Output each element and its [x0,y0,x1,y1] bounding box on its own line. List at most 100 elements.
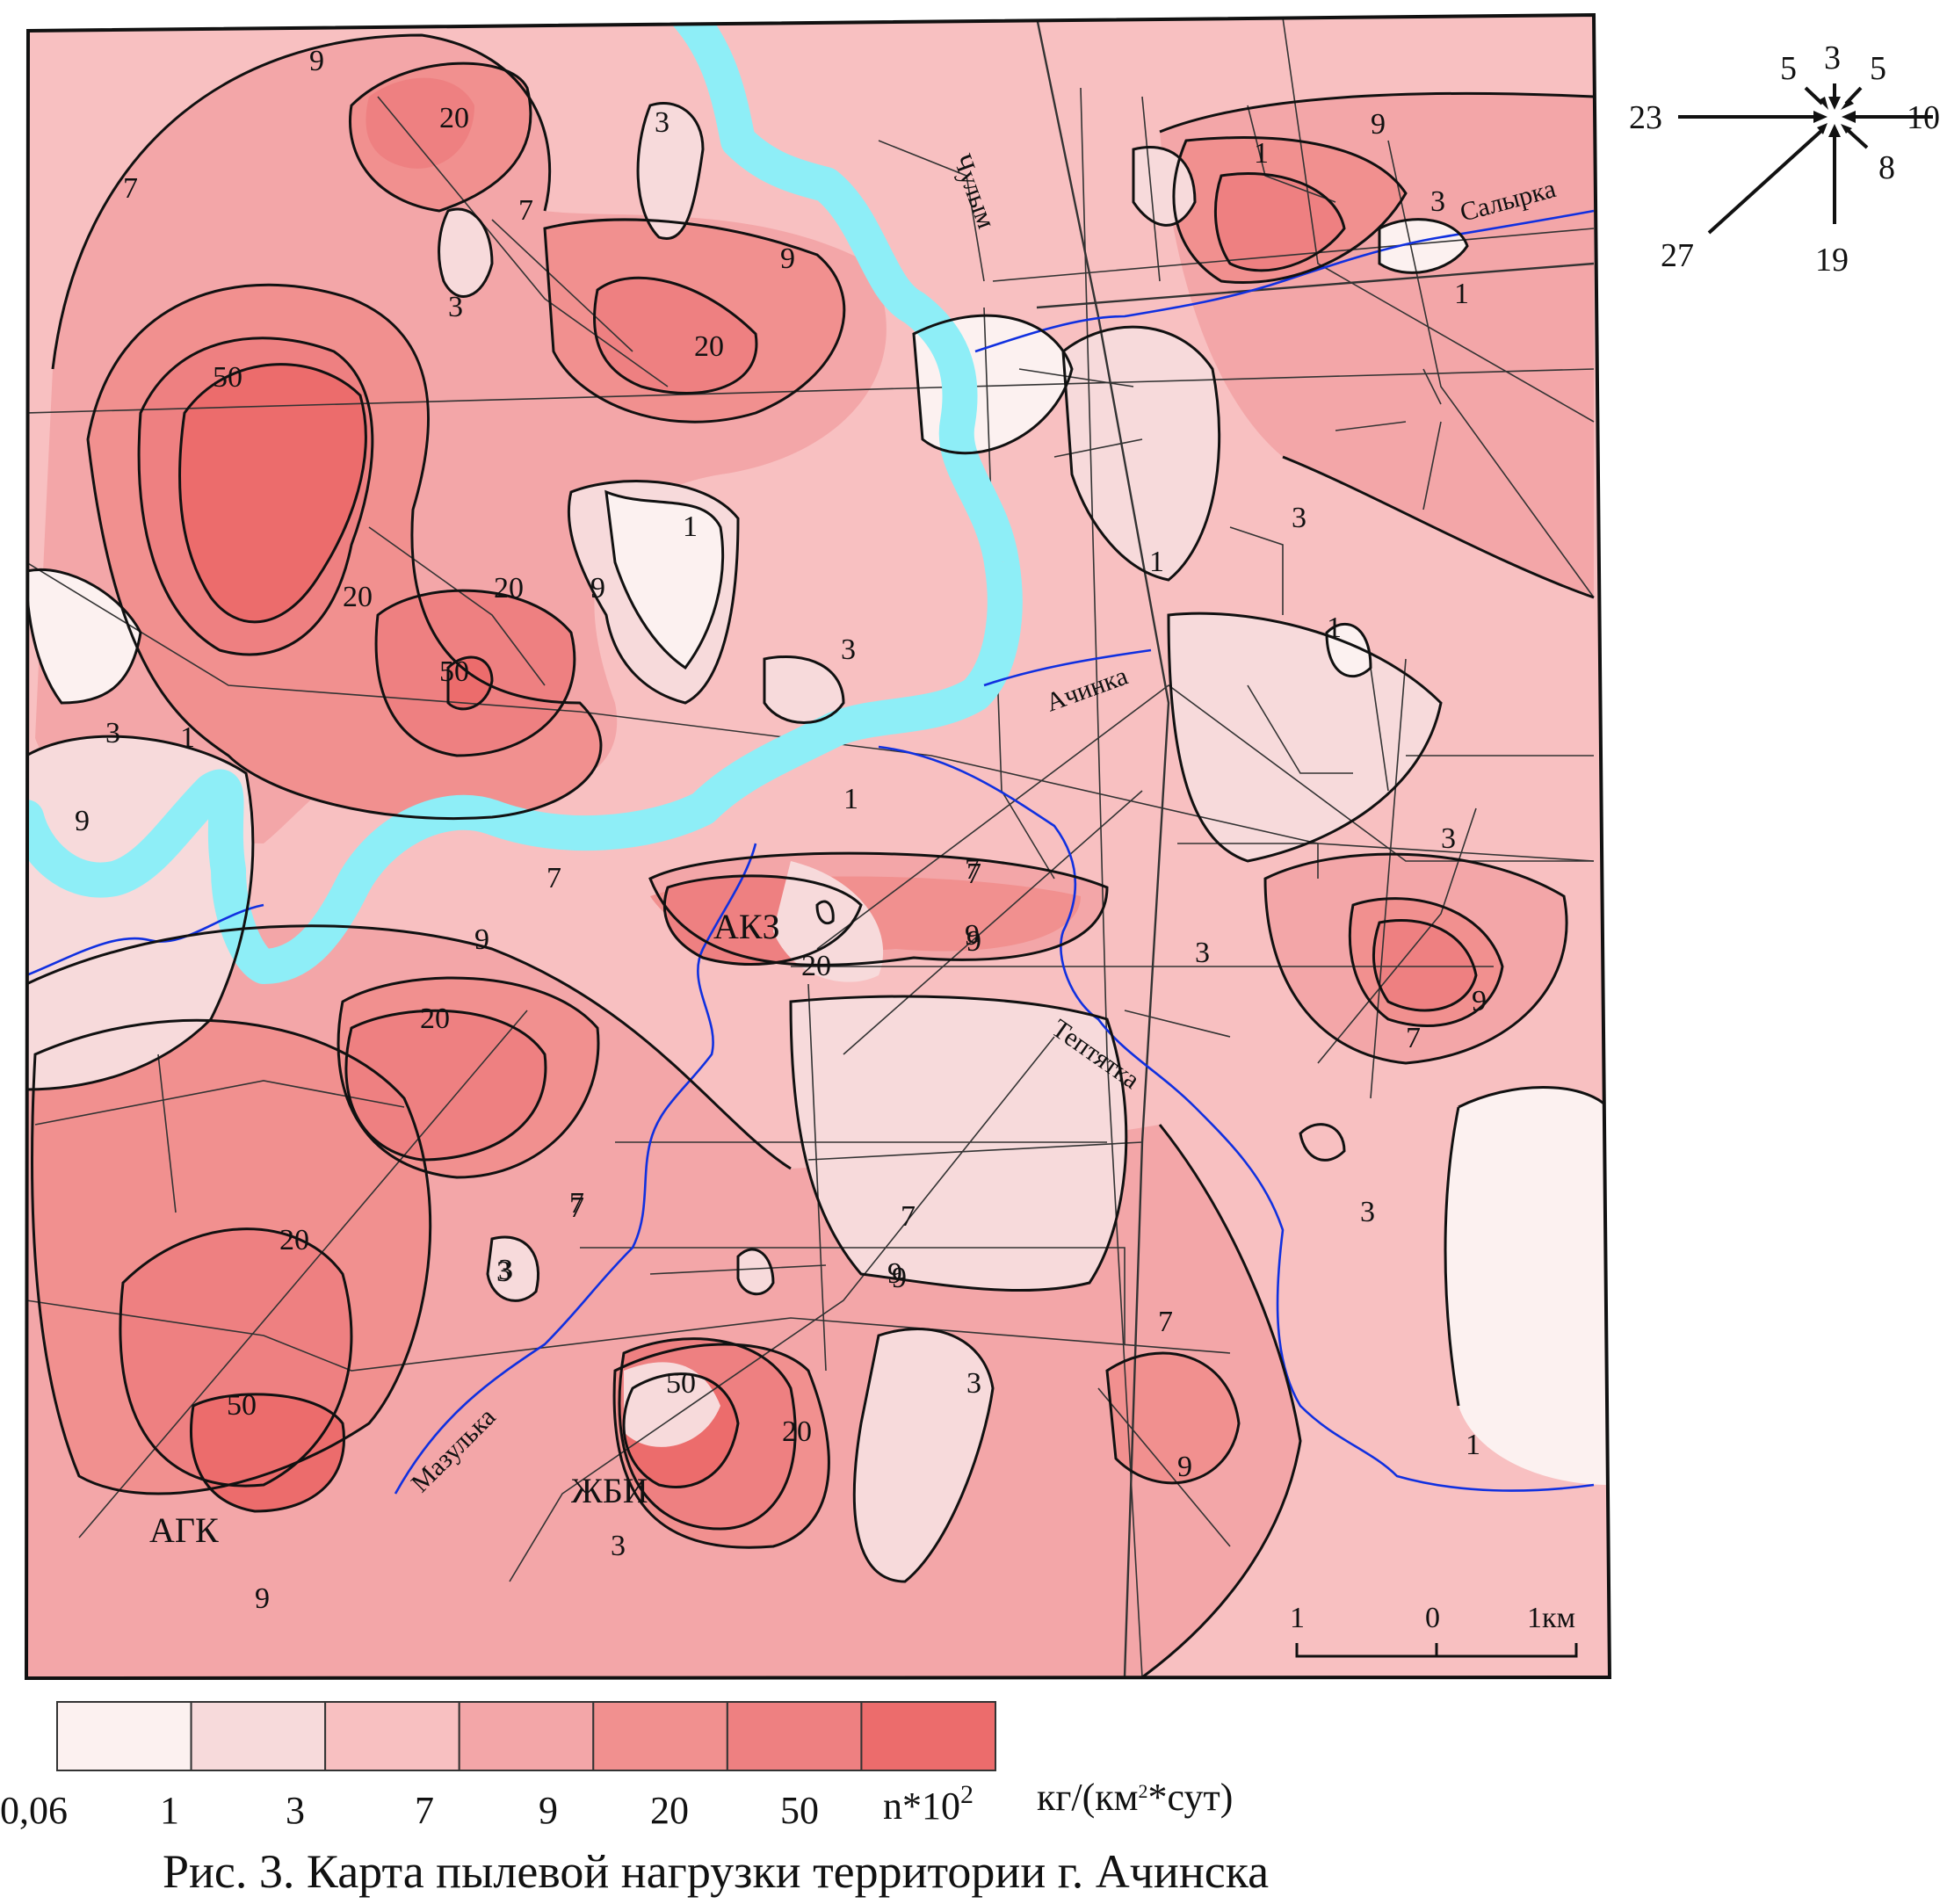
legend: 0,06 1 3 7 9 20 50 n*102 кг/(км2*сут) [0,1701,1233,1832]
contour-label: 1 [1149,546,1164,578]
isoline-contours [26,33,1610,1678]
legend-label: 0,06 [0,1789,68,1832]
contour-label: 3 [655,106,670,139]
wind-value-n: 3 [1824,40,1841,76]
wind-value-s: 19 [1815,242,1849,279]
dust-zone [854,1328,993,1582]
legend-unit: n*102 [883,1780,974,1828]
contour-label: 1 [683,510,698,543]
contour-label: 9 [75,805,90,837]
dust-zone [448,657,492,709]
contour-label: 1 [180,721,195,754]
contour-label: 1 [1454,278,1469,310]
contour-label: 9 [309,45,324,77]
contour-label: 7 [546,862,561,894]
dust-zone [179,364,366,622]
contour-label: 9 [1371,108,1386,141]
unit-suffix: *сут) [1148,1776,1234,1819]
dust-zone [791,996,1126,1291]
dust-zone [366,77,474,169]
dust-zone [191,1394,344,1511]
contour-label: 3 [1195,937,1210,969]
wind-value-nnw: 5 [1780,50,1797,87]
legend-swatch [458,1701,595,1771]
contour-label: 7 [569,1191,584,1224]
contour-labels: 9 7 20 3 7 3 9 20 50 20 20 9 50 1 3 1 3 … [75,45,1487,1615]
wind-value-sw: 27 [1661,237,1694,274]
unit-main: кг/(км [1037,1776,1139,1819]
contour-label: 7 [901,1200,916,1233]
unit-exp: 2 [960,1780,974,1809]
scale-label-zero: 0 [1425,1602,1440,1634]
contour-label: 9 [780,243,795,275]
contour-label: 20 [494,572,524,605]
scale-label-right: 1км [1527,1602,1575,1634]
unit-prefix: n*10 [883,1785,960,1828]
dust-zone [594,278,756,394]
wind-value-w: 23 [1629,99,1662,136]
contour-label: 50 [439,655,469,688]
contour-label: 20 [439,102,469,134]
dust-zone [638,103,703,239]
dust-zone [1215,173,1344,271]
dust-zone [1379,219,1467,273]
legend-label: 9 [539,1789,558,1832]
contour-label: 9 [965,919,980,952]
unit-exp2: 2 [1139,1780,1148,1802]
wind-rose: 3 5 5 23 10 8 19 27 [1629,40,1940,279]
legend-label: 50 [780,1789,819,1832]
dust-zone [1063,327,1220,580]
river-chulym [26,15,1023,984]
wind-value-nne: 5 [1870,50,1886,87]
contour-label: 9 [892,1262,907,1294]
wind-value-se: 8 [1878,149,1895,186]
contour-label: 9 [1472,985,1487,1017]
contour-label: 20 [420,1003,450,1035]
dust-zone [488,1237,539,1301]
legend-label: 1 [160,1789,179,1832]
contour-label: 3 [1430,185,1445,218]
contour-label: 7 [569,1187,584,1220]
contour-label: 7 [123,172,138,205]
figure-caption: Рис. 3. Карта пылевой нагрузки территори… [163,1845,1269,1898]
dust-zone [1445,1087,1608,1485]
contour-label: 20 [782,1415,812,1448]
legend-label: 3 [286,1789,305,1832]
contour-label: 7 [1406,1022,1421,1054]
legend-unit-main: кг/(км2*сут) [1037,1776,1233,1819]
legend-swatch [860,1701,997,1771]
place-label-zhbi: ЖБИ [571,1471,648,1510]
contour-label: 7 [518,194,533,227]
contour-label: 3 [1441,822,1456,855]
contour-label: 50 [213,361,242,394]
contour-label: 9 [1177,1451,1192,1483]
legend-swatch [324,1701,460,1771]
dust-zone [1373,920,1476,1010]
contour-label: 20 [279,1224,309,1256]
streams [26,209,1595,1495]
contour-label: 7 [1158,1306,1173,1338]
contour-label: 1 [1254,137,1269,170]
contour-label: 50 [666,1367,696,1400]
contour-label: 9 [590,572,605,605]
dust-zone [1169,613,1441,861]
contour-label: 3 [611,1530,626,1562]
contour-label: 3 [105,717,120,749]
dust-zone [26,569,141,703]
contour-label: 9 [887,1257,902,1290]
place-label-akz: АКЗ [713,907,780,946]
contour-label: 3 [966,1367,981,1400]
contour-label: 3 [1360,1196,1375,1228]
place-labels: АКЗ АГК ЖБИ [149,907,780,1550]
contour-label: 20 [694,330,724,363]
contour-label: 3 [498,1254,513,1286]
contour-label: 7 [966,858,981,890]
dust-zone [1107,1353,1239,1483]
contour-label: 20 [343,581,373,613]
contour-label: 20 [801,950,831,982]
legend-swatch [592,1701,728,1771]
contour-label: 9 [474,923,489,956]
dust-zone [624,1362,720,1447]
contour-label: 7 [965,853,980,886]
